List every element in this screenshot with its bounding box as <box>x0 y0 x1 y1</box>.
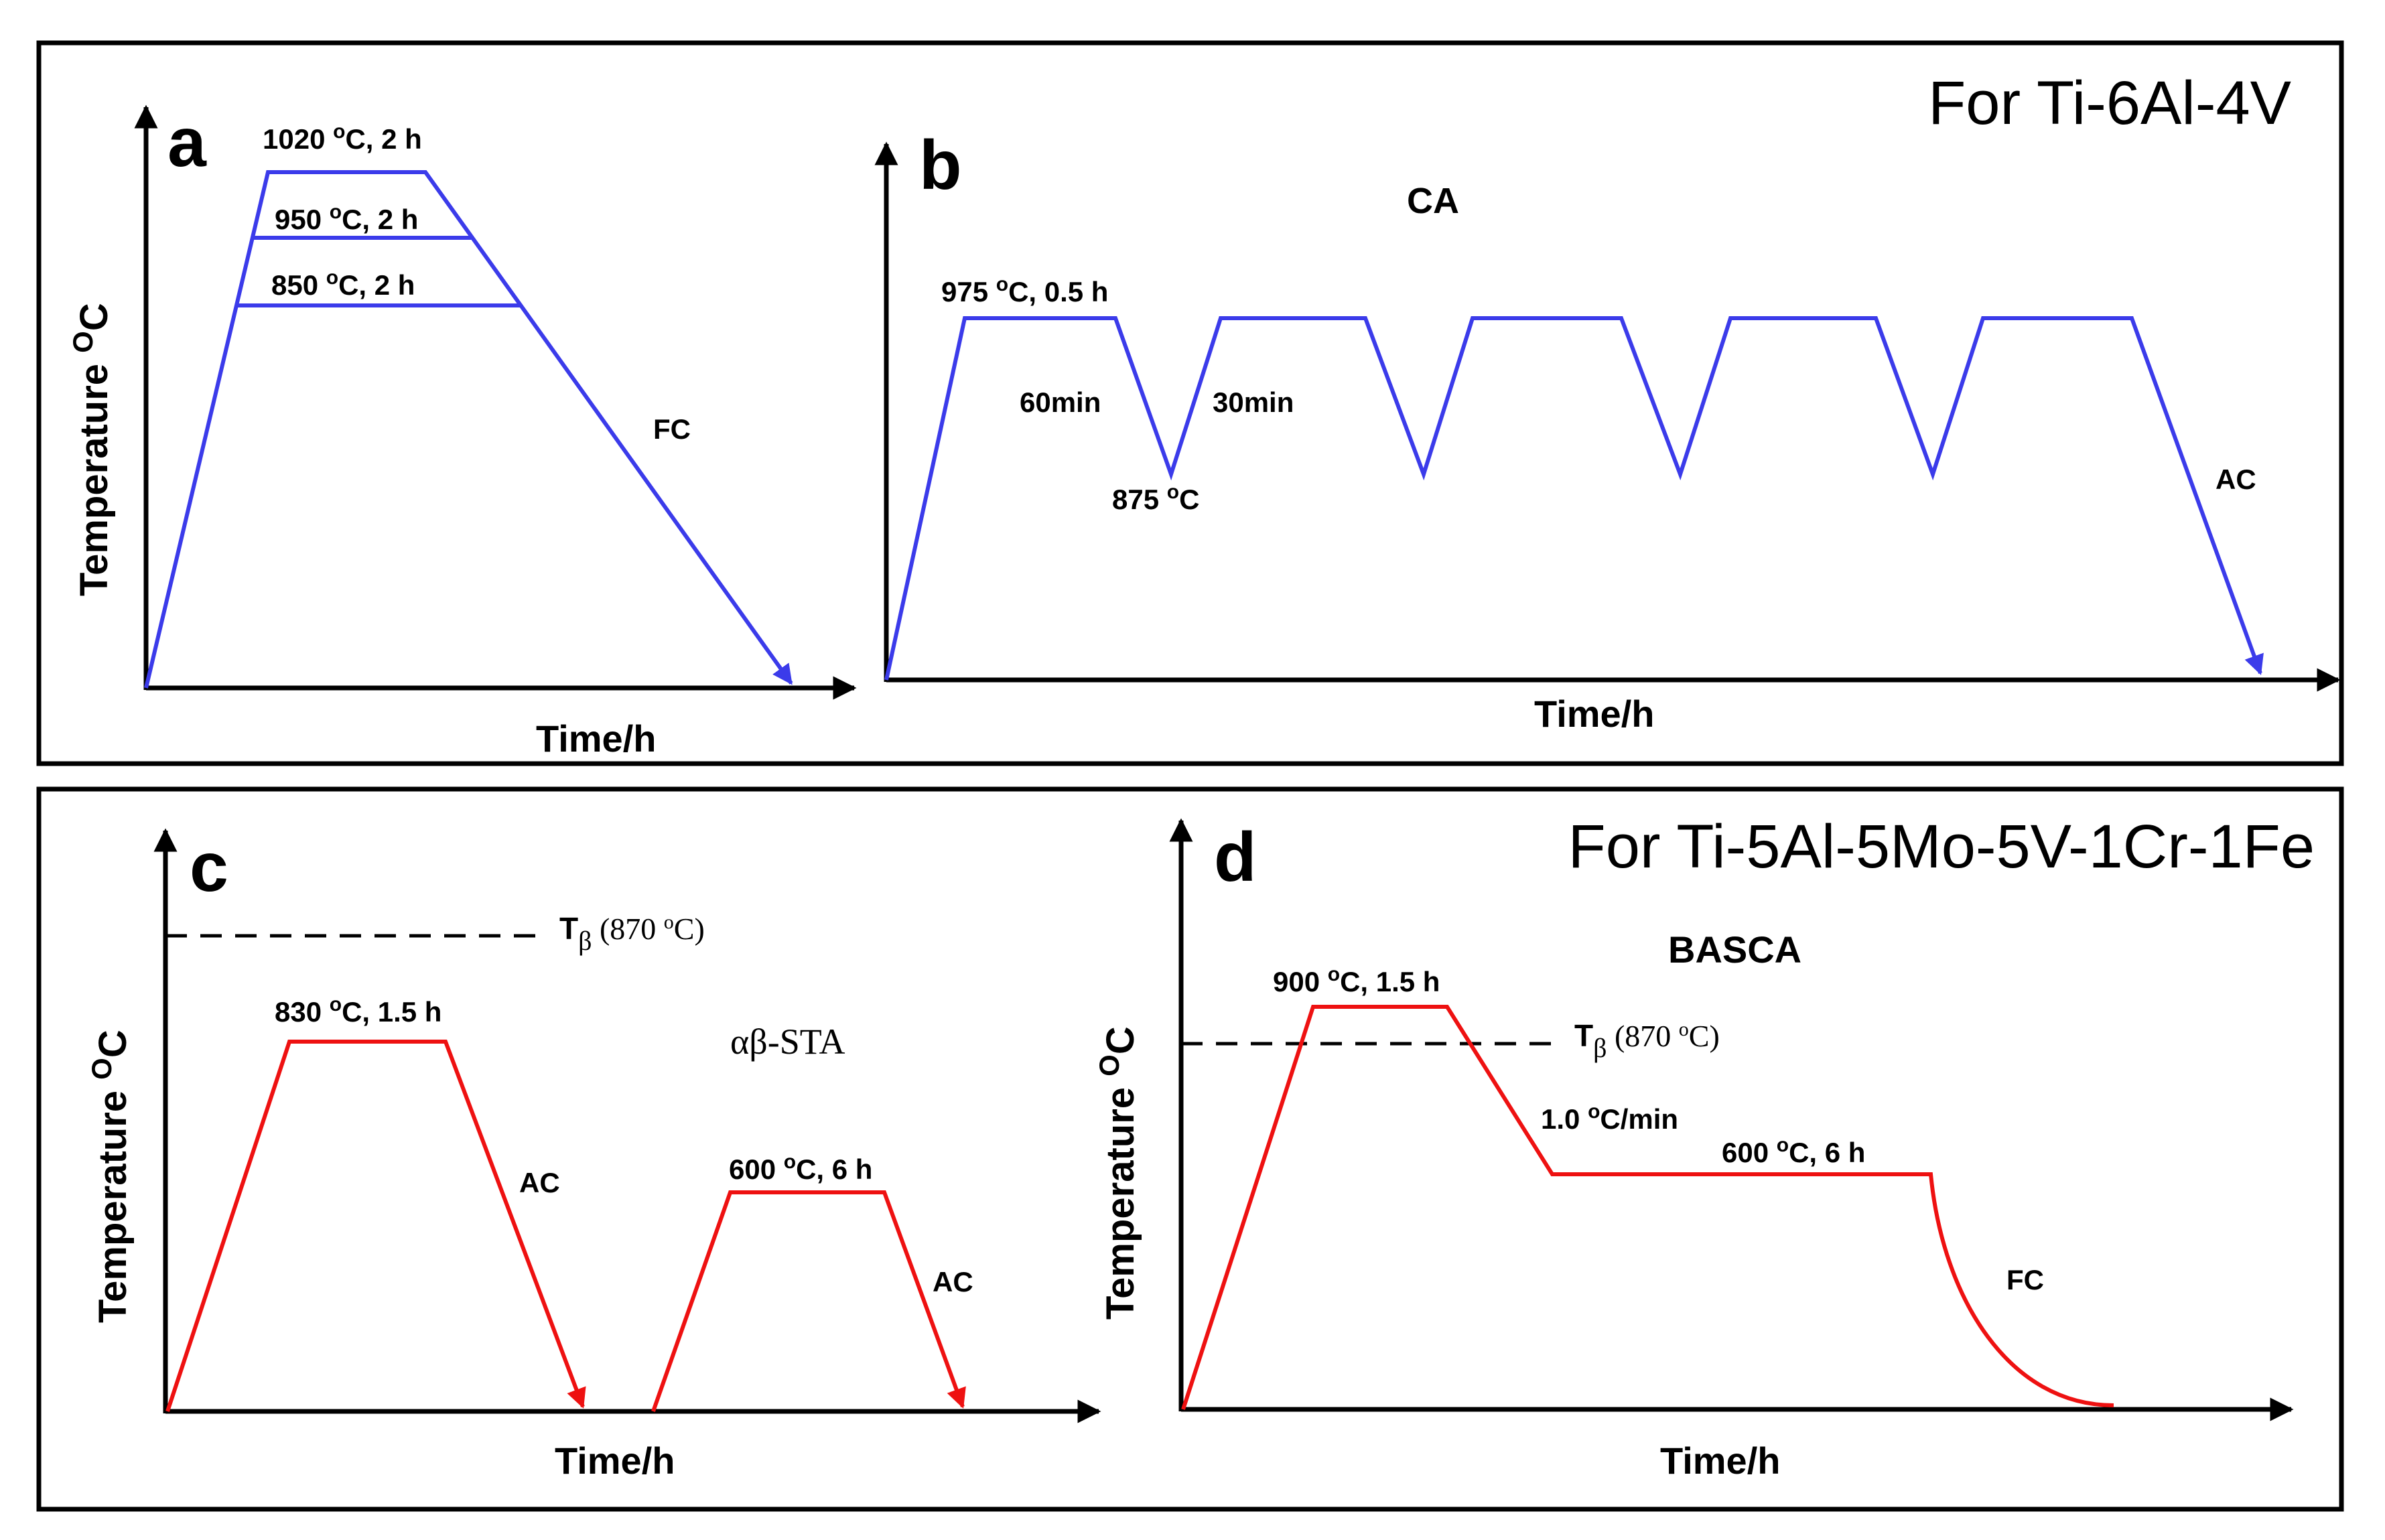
panel-b-label-60min: 60min <box>1020 387 1101 418</box>
panel-b-letter: b <box>919 127 962 204</box>
title-ti64: For Ti-6Al-4V <box>1928 69 2291 137</box>
panel-d-tbeta-label: Tβ (870 oC) <box>1574 1018 1720 1063</box>
panel-c-tbeta-label: Tβ (870 oC) <box>559 911 705 956</box>
panel-a-label-950: 950 oC, 2 h <box>275 201 418 235</box>
panel-b-label-875: 875 oC <box>1112 481 1199 515</box>
panel-c-curve-step2 <box>651 1190 966 1412</box>
panel-d-label-rate: 1.0 oC/min <box>1541 1101 1678 1135</box>
title-ti55511: For Ti-5Al-5Mo-5V-1Cr-1Fe <box>1568 813 2315 881</box>
panel-d-y-label: Temperature OC <box>1093 1026 1142 1320</box>
panel-a-label-1020: 1020 oC, 2 h <box>263 121 422 155</box>
panel-d-curve <box>1181 1005 2114 1410</box>
panel-d-label-600: 600 oC, 6 h <box>1722 1134 1865 1168</box>
panel-a-curve-1020 <box>144 170 793 689</box>
panel-c-label-600: 600 oC, 6 h <box>729 1151 872 1185</box>
panel-c-curve-step1 <box>165 1040 586 1412</box>
panel-c-label-ac1: AC <box>519 1167 560 1198</box>
panel-b-title: CA <box>1407 181 1459 221</box>
panel-b-curve <box>884 316 2264 681</box>
panel-a: a Temperature OC Time/h 1020 oC, 2 h 950… <box>67 104 857 760</box>
panel-b: b CA Time/h 975 oC, 0.5 h 60min 30min 87… <box>874 127 2341 735</box>
panel-c-letter: c <box>190 829 228 906</box>
panel-c: c Temperature OC Time/h Tβ (870 oC) αβ-S… <box>86 828 1101 1482</box>
panel-a-label-fc: FC <box>653 413 691 445</box>
panel-d: d Temperature OC Time/h BASCA Tβ (870 oC… <box>1093 818 2294 1482</box>
panel-c-label-ac2: AC <box>933 1266 973 1298</box>
panel-d-x-label: Time/h <box>1660 1440 1780 1482</box>
panel-a-letter: a <box>167 104 207 182</box>
panel-d-label-fc: FC <box>2006 1264 2044 1296</box>
panel-c-x-label: Time/h <box>555 1440 675 1482</box>
panel-c-label-830: 830 oC, 1.5 h <box>275 993 441 1028</box>
top-frame <box>36 40 2344 766</box>
panel-a-y-label: Temperature OC <box>67 303 116 596</box>
panel-d-title: BASCA <box>1668 928 1801 971</box>
panel-b-label-hold: 975 oC, 0.5 h <box>941 273 1108 307</box>
panel-a-label-850: 850 oC, 2 h <box>271 267 415 301</box>
panel-a-x-label: Time/h <box>536 717 656 760</box>
panel-b-x-label: Time/h <box>1534 693 1654 735</box>
panel-b-label-30min: 30min <box>1213 387 1294 418</box>
bottom-frame <box>36 786 2344 1512</box>
panel-c-title: αβ-STA <box>730 1022 845 1062</box>
panel-b-label-ac: AC <box>2216 464 2256 495</box>
panel-c-y-label: Temperature OC <box>86 1030 135 1323</box>
panel-d-label-900: 900 oC, 1.5 h <box>1273 963 1440 997</box>
panel-d-letter: d <box>1214 819 1257 896</box>
